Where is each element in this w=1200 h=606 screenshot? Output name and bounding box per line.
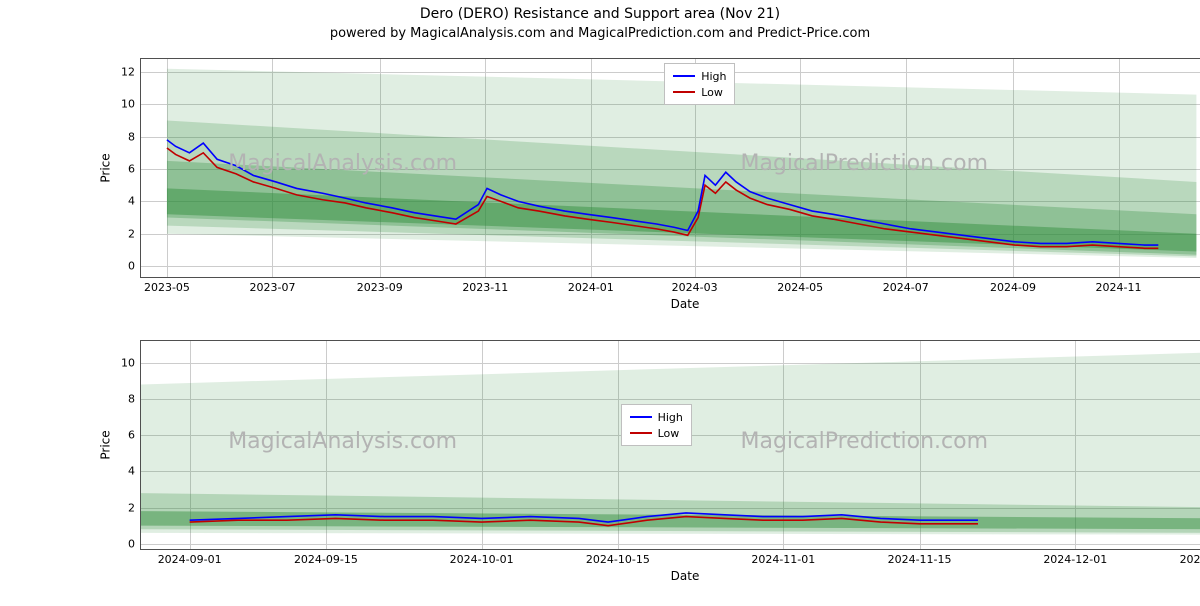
xtick-label: 2024-11-01 bbox=[751, 549, 815, 566]
y-axis-label: Price bbox=[99, 430, 113, 459]
ytick-label: 0 bbox=[128, 260, 141, 273]
ytick-label: 10 bbox=[121, 98, 141, 111]
xtick-label: 2024-11 bbox=[1096, 277, 1142, 294]
xtick-label: 2024-07 bbox=[883, 277, 929, 294]
legend-item: High bbox=[630, 409, 683, 425]
xtick-label: 2024-12-01 bbox=[1043, 549, 1107, 566]
x-axis-label: Date bbox=[671, 569, 700, 583]
legend-swatch bbox=[673, 91, 695, 93]
ytick-label: 0 bbox=[128, 537, 141, 550]
legend-label: Low bbox=[701, 86, 723, 99]
legend-item: Low bbox=[673, 84, 726, 100]
panel-top: 0246810122023-052023-072023-092023-11202… bbox=[140, 58, 1200, 278]
xtick-label: 2024-09 bbox=[990, 277, 1036, 294]
xtick-label: 2023-05 bbox=[144, 277, 190, 294]
ytick-label: 10 bbox=[121, 356, 141, 369]
xtick-label: 2023-07 bbox=[250, 277, 296, 294]
legend-swatch bbox=[673, 75, 695, 77]
ytick-label: 6 bbox=[128, 163, 141, 176]
xtick-label: 2024-10-15 bbox=[586, 549, 650, 566]
chart-subtitle: powered by MagicalAnalysis.com and Magic… bbox=[0, 26, 1200, 41]
ytick-label: 4 bbox=[128, 465, 141, 478]
legend-label: High bbox=[701, 70, 726, 83]
xtick-label: 2024-10-01 bbox=[450, 549, 514, 566]
xtick-label: 2024-09-15 bbox=[294, 549, 358, 566]
ytick-label: 4 bbox=[128, 195, 141, 208]
chart-title: Dero (DERO) Resistance and Support area … bbox=[0, 6, 1200, 22]
ytick-label: 6 bbox=[128, 429, 141, 442]
legend-swatch bbox=[630, 416, 652, 418]
legend-label: High bbox=[658, 411, 683, 424]
ytick-label: 8 bbox=[128, 392, 141, 405]
plot-area-top: 0246810122023-052023-072023-092023-11202… bbox=[140, 58, 1200, 278]
y-axis-label: Price bbox=[99, 153, 113, 182]
ytick-label: 2 bbox=[128, 227, 141, 240]
ytick-label: 2 bbox=[128, 501, 141, 514]
legend: High Low bbox=[621, 404, 692, 446]
xtick-label: 2024-09-01 bbox=[158, 549, 222, 566]
panel-bottom: 02468102024-09-012024-09-152024-10-01202… bbox=[140, 340, 1200, 550]
xtick-label: 2023-09 bbox=[357, 277, 403, 294]
xtick-label: 2024-11-15 bbox=[888, 549, 952, 566]
xtick-label: 2024-03 bbox=[672, 277, 718, 294]
legend-item: High bbox=[673, 68, 726, 84]
ytick-label: 12 bbox=[121, 65, 141, 78]
legend-item: Low bbox=[630, 425, 683, 441]
legend: High Low bbox=[664, 63, 735, 105]
legend-label: Low bbox=[658, 427, 680, 440]
legend-swatch bbox=[630, 432, 652, 434]
chart-svg bbox=[141, 341, 1200, 551]
xtick-label: 2024-05 bbox=[777, 277, 823, 294]
x-axis-label: Date bbox=[671, 297, 700, 311]
ytick-label: 8 bbox=[128, 130, 141, 143]
plot-area-bottom: 02468102024-09-012024-09-152024-10-01202… bbox=[140, 340, 1200, 550]
xtick-label: 2023-11 bbox=[462, 277, 508, 294]
xtick-label: 2024-12-15 bbox=[1180, 549, 1200, 566]
xtick-label: 2024-01 bbox=[568, 277, 614, 294]
